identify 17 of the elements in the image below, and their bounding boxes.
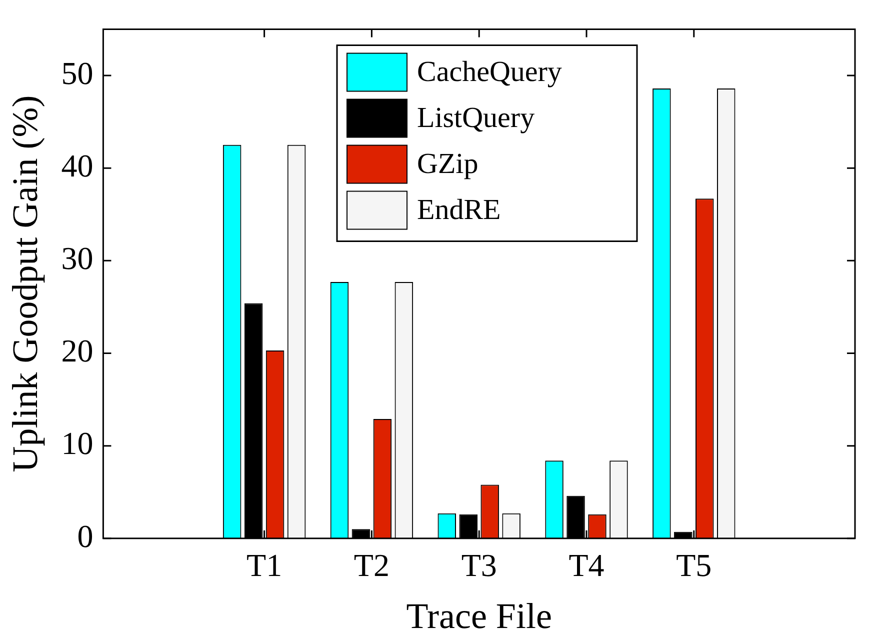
legend-label: CacheQuery	[417, 56, 562, 88]
x-tick-label: T5	[676, 547, 712, 584]
x-tick-label: T2	[354, 547, 390, 584]
y-tick-label: 0	[77, 518, 94, 554]
y-tick-label: 40	[61, 147, 94, 184]
x-tick-label: T3	[461, 547, 497, 584]
y-tick-label: 50	[61, 54, 94, 91]
x-axis-title: Trace File	[406, 596, 552, 636]
x-tick-label: T1	[246, 547, 282, 584]
legend-label: GZip	[417, 148, 478, 180]
y-axis-title: Uplink Goodput Gain (%)	[5, 95, 46, 472]
x-tick-label: T4	[568, 547, 604, 584]
legend-label: ListQuery	[417, 102, 536, 134]
y-tick-label: 10	[61, 425, 94, 462]
legend-label: EndRE	[417, 194, 501, 226]
y-tick-label: 20	[61, 332, 94, 369]
y-tick-label: 30	[61, 240, 94, 276]
